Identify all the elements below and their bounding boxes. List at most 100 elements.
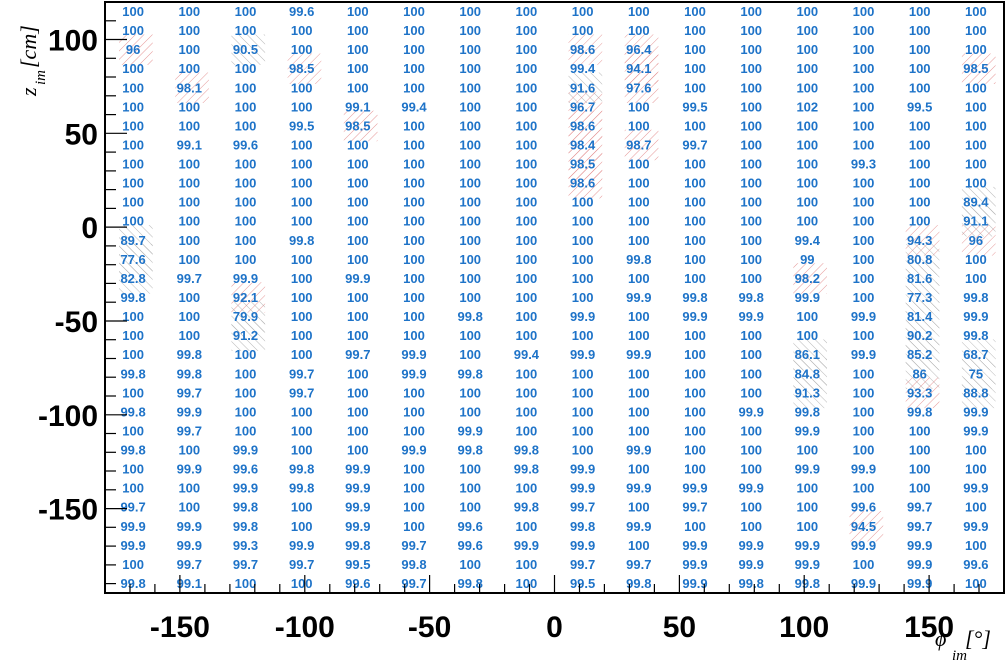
cell-value: 100 xyxy=(965,4,987,19)
cell-value: 100 xyxy=(178,500,200,515)
cell-value: 99.9 xyxy=(739,309,764,324)
cell-value: 100 xyxy=(628,271,650,286)
cell-value: 99.8 xyxy=(401,557,426,572)
cell-value: 100 xyxy=(291,500,313,515)
cell-value: 100 xyxy=(684,233,706,248)
cell-value: 100 xyxy=(235,157,257,172)
cell-value: 91.3 xyxy=(795,385,820,400)
cell-value: 99.9 xyxy=(120,538,145,553)
cell-value: 96 xyxy=(126,42,140,57)
cell-value: 100 xyxy=(516,157,538,172)
cell-value: 99.9 xyxy=(682,576,707,591)
cell-value: 100 xyxy=(516,195,538,210)
cell-value: 99.9 xyxy=(682,557,707,572)
cell-value: 100 xyxy=(459,328,481,343)
cell-value: 100 xyxy=(291,252,313,267)
cell-value: 85.2 xyxy=(907,347,932,362)
cell-value: 94.5 xyxy=(851,519,876,534)
cell-value: 100 xyxy=(235,61,257,76)
cell-value: 100 xyxy=(684,404,706,419)
cell-value: 100 xyxy=(347,404,369,419)
cell-value: 100 xyxy=(516,385,538,400)
cell-value: 100 xyxy=(516,176,538,191)
cell-value: 100 xyxy=(853,233,875,248)
cell-value: 100 xyxy=(516,138,538,153)
cell-value: 99.7 xyxy=(177,385,202,400)
cell-value: 100 xyxy=(684,271,706,286)
cell-value: 100 xyxy=(122,214,144,229)
cell-value: 100 xyxy=(235,4,257,19)
cell-value: 100 xyxy=(572,385,594,400)
cell-value: 100 xyxy=(403,4,425,19)
cell-value: 100 xyxy=(740,519,762,534)
cell-value: 75 xyxy=(969,366,983,381)
cell-value: 100 xyxy=(291,309,313,324)
cell-value: 100 xyxy=(853,557,875,572)
cell-value: 100 xyxy=(235,404,257,419)
cell-value: 99.1 xyxy=(177,576,202,591)
cell-value: 100 xyxy=(628,214,650,229)
cell-value: 100 xyxy=(740,252,762,267)
cell-value: 99.7 xyxy=(120,500,145,515)
cell-value: 100 xyxy=(740,138,762,153)
cell-value: 100 xyxy=(796,118,818,133)
cell-value: 84.8 xyxy=(795,366,820,381)
low-efficiency-hatch xyxy=(793,263,827,294)
cell-value: 100 xyxy=(291,42,313,57)
cell-value: 100 xyxy=(628,23,650,38)
cell-value: 100 xyxy=(796,500,818,515)
cell-value: 99.9 xyxy=(458,424,483,439)
cell-value: 100 xyxy=(178,4,200,19)
cell-value: 94.1 xyxy=(626,61,651,76)
cell-value: 100 xyxy=(347,42,369,57)
cell-value: 99.5 xyxy=(345,557,370,572)
cell-value: 100 xyxy=(291,347,313,362)
cell-value: 99.8 xyxy=(682,290,707,305)
cell-value: 100 xyxy=(459,80,481,95)
cell-value: 97.6 xyxy=(626,80,651,95)
low-efficiency-hatch xyxy=(624,129,659,161)
cell-value: 99.9 xyxy=(851,347,876,362)
cell-value: 100 xyxy=(516,214,538,229)
cell-value: 100 xyxy=(291,99,313,114)
cell-value: 100 xyxy=(235,214,257,229)
cell-value: 68.7 xyxy=(963,347,988,362)
cell-value: 100 xyxy=(178,309,200,324)
cell-value: 99.9 xyxy=(963,519,988,534)
cell-value: 100 xyxy=(516,42,538,57)
cell-value: 99.9 xyxy=(739,557,764,572)
cell-value: 100 xyxy=(684,157,706,172)
cell-value: 100 xyxy=(347,214,369,229)
cell-value: 100 xyxy=(740,80,762,95)
cell-value: 99.7 xyxy=(401,538,426,553)
cell-value: 100 xyxy=(853,252,875,267)
cell-value: 100 xyxy=(178,23,200,38)
cell-value: 100 xyxy=(459,4,481,19)
cell-value: 99.9 xyxy=(570,481,595,496)
cell-value: 100 xyxy=(796,176,818,191)
cell-value: 100 xyxy=(684,519,706,534)
cell-value: 100 xyxy=(122,80,144,95)
cell-value: 100 xyxy=(909,118,931,133)
cell-value: 88.8 xyxy=(963,385,988,400)
cell-value: 100 xyxy=(684,176,706,191)
cell-value: 100 xyxy=(122,481,144,496)
cell-value: 100 xyxy=(516,252,538,267)
cell-value: 100 xyxy=(684,42,706,57)
cell-value: 99.9 xyxy=(682,538,707,553)
cell-value: 100 xyxy=(403,404,425,419)
cell-value: 99.7 xyxy=(177,271,202,286)
cell-value: 99.9 xyxy=(177,462,202,477)
cell-value: 100 xyxy=(853,195,875,210)
cell-value: 96 xyxy=(969,233,983,248)
cell-value: 100 xyxy=(572,252,594,267)
cell-value: 100 xyxy=(796,481,818,496)
cell-value: 99.9 xyxy=(795,462,820,477)
cell-value: 100 xyxy=(235,99,257,114)
cell-value: 99.5 xyxy=(570,576,595,591)
cell-value: 100 xyxy=(459,385,481,400)
cell-value: 100 xyxy=(740,214,762,229)
cell-value: 99.6 xyxy=(851,500,876,515)
cell-value: 100 xyxy=(347,61,369,76)
low-efficiency-hatch xyxy=(287,53,322,84)
